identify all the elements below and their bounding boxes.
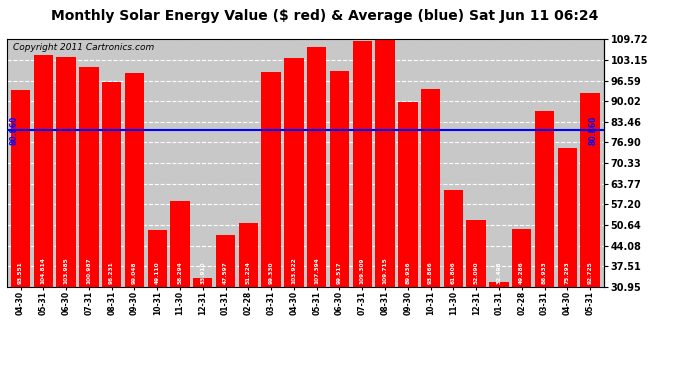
Text: 49.110: 49.110 [155,261,160,284]
Text: Monthly Solar Energy Value ($ red) & Average (blue) Sat Jun 11 06:24: Monthly Solar Energy Value ($ red) & Ave… [50,9,598,23]
Text: 103.922: 103.922 [291,257,297,284]
Bar [34,55,53,287]
Text: 80.860: 80.860 [589,116,598,145]
Text: 51.224: 51.224 [246,261,251,284]
Text: 96.231: 96.231 [109,261,114,284]
Bar [421,89,440,287]
Text: 99.330: 99.330 [268,261,274,284]
Bar [535,111,554,287]
Text: Copyright 2011 Cartronics.com: Copyright 2011 Cartronics.com [13,43,154,52]
Text: 47.597: 47.597 [223,261,228,284]
Text: 75.293: 75.293 [565,261,570,284]
Text: 109.309: 109.309 [359,257,365,284]
Bar [262,72,281,287]
Text: 99.048: 99.048 [132,261,137,284]
Bar [398,102,417,287]
Bar [170,201,190,287]
Bar [193,278,213,287]
Text: 103.985: 103.985 [63,257,68,284]
Text: 80.860: 80.860 [10,116,19,145]
Text: 107.394: 107.394 [314,257,319,284]
Text: 104.814: 104.814 [41,257,46,284]
Bar [102,82,121,287]
Bar [239,223,258,287]
Bar [512,229,531,287]
Bar [148,230,167,287]
Bar [489,282,509,287]
Bar [79,67,99,287]
Text: 86.933: 86.933 [542,261,547,284]
Bar [353,40,372,287]
Bar [558,147,577,287]
Bar [125,73,144,287]
Bar [580,93,600,287]
Text: 93.866: 93.866 [428,261,433,284]
Bar [444,190,463,287]
Bar [216,235,235,287]
Text: 61.806: 61.806 [451,261,456,284]
Text: 109.715: 109.715 [382,257,388,284]
Text: 93.551: 93.551 [18,261,23,284]
Bar [57,57,76,287]
Bar [284,58,304,287]
Bar [466,220,486,287]
Bar [330,71,349,287]
Bar [375,39,395,287]
Text: 33.910: 33.910 [200,261,206,284]
Text: 92.725: 92.725 [588,261,593,284]
Text: 99.517: 99.517 [337,261,342,284]
Text: 32.493: 32.493 [497,261,502,284]
Bar [11,90,30,287]
Text: 52.090: 52.090 [473,261,479,284]
Text: 89.936: 89.936 [405,261,411,284]
Bar [307,46,326,287]
Text: 49.286: 49.286 [520,261,524,284]
Text: 100.987: 100.987 [86,257,91,284]
Text: 58.294: 58.294 [177,261,183,284]
